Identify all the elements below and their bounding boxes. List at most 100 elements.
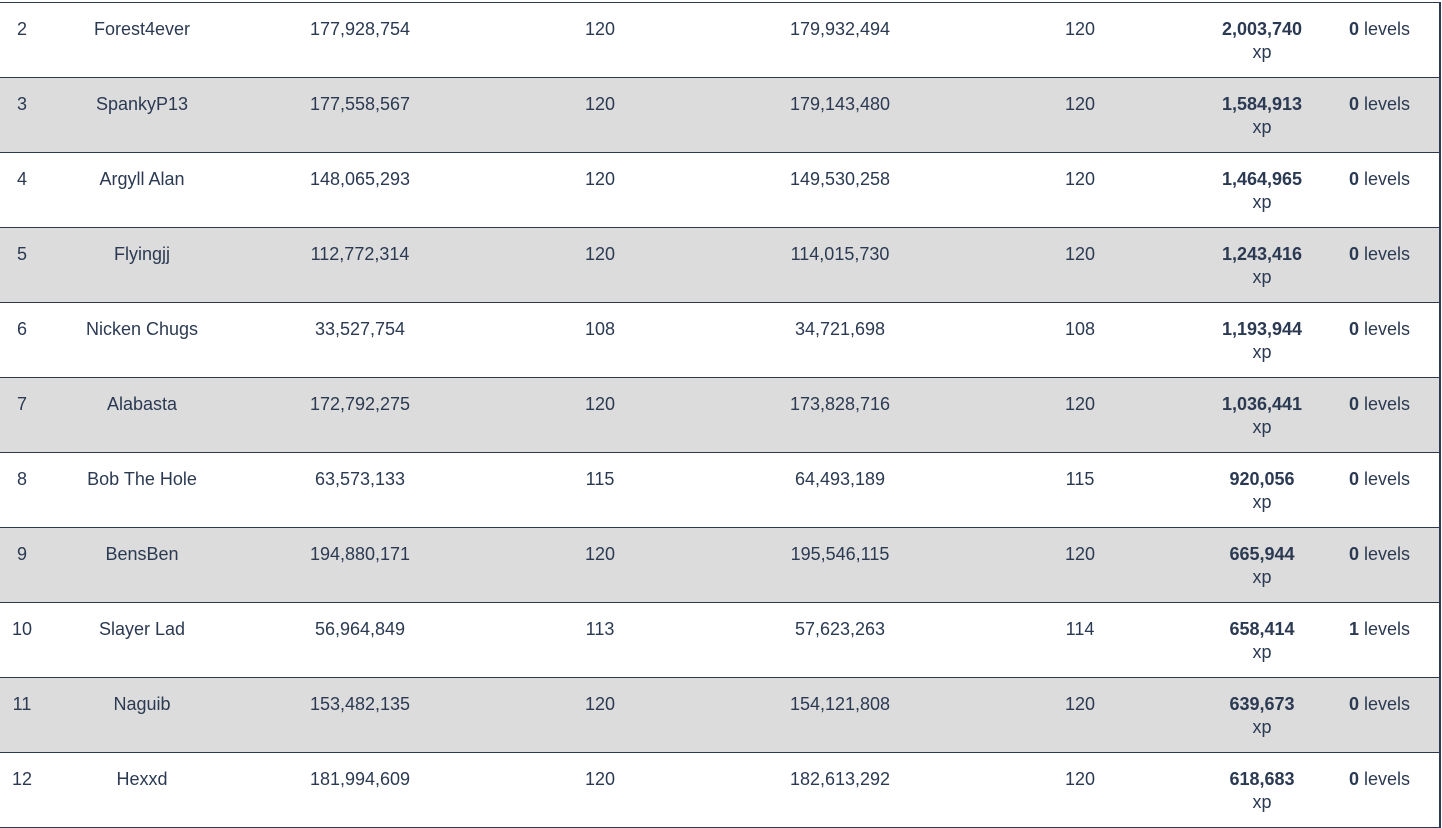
start-xp: 172,792,275 — [240, 377, 480, 453]
xp-gained: 665,944 xp — [1200, 527, 1320, 603]
table-row: 6 Nicken Chugs 33,527,754 108 34,721,698… — [0, 302, 1440, 378]
end-xp: 195,546,115 — [720, 527, 960, 603]
xp-gained: 658,414 xp — [1200, 602, 1320, 678]
start-level: 120 — [480, 527, 720, 603]
end-level: 108 — [960, 302, 1200, 378]
end-level: 120 — [960, 677, 1200, 753]
start-level: 120 — [480, 377, 720, 453]
end-xp: 179,143,480 — [720, 77, 960, 153]
end-level: 120 — [960, 227, 1200, 303]
player-name[interactable]: Nicken Chugs — [44, 302, 240, 378]
player-name[interactable]: Flyingjj — [44, 227, 240, 303]
xp-gained-value: 1,193,944 — [1221, 319, 1303, 339]
levels-gained: 0 levels — [1320, 752, 1440, 828]
start-level: 113 — [480, 602, 720, 678]
player-name[interactable]: BensBen — [44, 527, 240, 603]
levels-gained: 0 levels — [1320, 302, 1440, 378]
levels-gained-value: 0 — [1348, 394, 1359, 414]
xp-gained: 920,056 xp — [1200, 452, 1320, 528]
end-xp: 149,530,258 — [720, 152, 960, 228]
rank: 11 — [0, 677, 44, 753]
rank: 12 — [0, 752, 44, 828]
levels-gained-value: 0 — [1348, 469, 1359, 489]
levels-unit: levels — [1364, 319, 1411, 339]
levels-gained: 0 levels — [1320, 77, 1440, 153]
player-name[interactable]: SpankyP13 — [44, 77, 240, 153]
table-row: 9 BensBen 194,880,171 120 195,546,115 12… — [0, 527, 1440, 603]
rank: 7 — [0, 377, 44, 453]
rank: 6 — [0, 302, 44, 378]
rank: 2 — [0, 2, 44, 78]
levels-gained: 0 levels — [1320, 377, 1440, 453]
xp-unit: xp — [1252, 117, 1272, 137]
table-row: 11 Naguib 153,482,135 120 154,121,808 12… — [0, 677, 1440, 753]
player-name[interactable]: Argyll Alan — [44, 152, 240, 228]
rank: 10 — [0, 602, 44, 678]
xp-gained: 639,673 xp — [1200, 677, 1320, 753]
start-xp: 177,928,754 — [240, 2, 480, 78]
rank: 5 — [0, 227, 44, 303]
xp-gained: 1,036,441 xp — [1200, 377, 1320, 453]
xp-unit: xp — [1252, 42, 1272, 62]
end-level: 120 — [960, 2, 1200, 78]
end-level: 115 — [960, 452, 1200, 528]
xp-gained-value: 2,003,740 — [1221, 19, 1303, 39]
end-level: 120 — [960, 527, 1200, 603]
xp-unit: xp — [1252, 342, 1272, 362]
start-xp: 56,964,849 — [240, 602, 480, 678]
player-name[interactable]: Forest4ever — [44, 2, 240, 78]
table-row: 8 Bob The Hole 63,573,133 115 64,493,189… — [0, 452, 1440, 528]
xp-gained: 618,683 xp — [1200, 752, 1320, 828]
rank: 3 — [0, 77, 44, 153]
start-xp: 181,994,609 — [240, 752, 480, 828]
levels-gained-value: 0 — [1348, 769, 1359, 789]
levels-unit: levels — [1364, 19, 1411, 39]
end-xp: 179,932,494 — [720, 2, 960, 78]
player-name[interactable]: Alabasta — [44, 377, 240, 453]
levels-gained: 0 levels — [1320, 527, 1440, 603]
xp-gained-value: 1,584,913 — [1221, 94, 1303, 114]
xp-gained-value: 920,056 — [1229, 469, 1295, 489]
levels-gained-value: 0 — [1348, 694, 1359, 714]
end-xp: 154,121,808 — [720, 677, 960, 753]
table-row: 4 Argyll Alan 148,065,293 120 149,530,25… — [0, 152, 1440, 228]
end-level: 120 — [960, 77, 1200, 153]
end-xp: 182,613,292 — [720, 752, 960, 828]
end-level: 120 — [960, 752, 1200, 828]
levels-unit: levels — [1364, 469, 1411, 489]
xp-gained-value: 665,944 — [1229, 544, 1295, 564]
levels-gained-value: 0 — [1348, 544, 1359, 564]
player-name[interactable]: Bob The Hole — [44, 452, 240, 528]
rank: 9 — [0, 527, 44, 603]
end-level: 114 — [960, 602, 1200, 678]
xp-unit: xp — [1252, 792, 1272, 812]
levels-gained-value: 0 — [1348, 94, 1359, 114]
start-level: 108 — [480, 302, 720, 378]
end-xp: 57,623,263 — [720, 602, 960, 678]
player-name[interactable]: Hexxd — [44, 752, 240, 828]
start-level: 120 — [480, 152, 720, 228]
start-level: 120 — [480, 227, 720, 303]
end-xp: 64,493,189 — [720, 452, 960, 528]
xp-gained: 2,003,740 xp — [1200, 2, 1320, 78]
xp-unit: xp — [1252, 192, 1272, 212]
levels-gained-value: 0 — [1348, 169, 1359, 189]
start-xp: 153,482,135 — [240, 677, 480, 753]
xp-gained: 1,243,416 xp — [1200, 227, 1320, 303]
start-xp: 177,558,567 — [240, 77, 480, 153]
levels-unit: levels — [1364, 694, 1411, 714]
xp-unit: xp — [1252, 642, 1272, 662]
xp-unit: xp — [1252, 267, 1272, 287]
end-xp: 173,828,716 — [720, 377, 960, 453]
player-name[interactable]: Slayer Lad — [44, 602, 240, 678]
xp-gained-value: 658,414 — [1229, 619, 1295, 639]
levels-unit: levels — [1364, 94, 1411, 114]
levels-gained-value: 0 — [1348, 19, 1359, 39]
player-name[interactable]: Naguib — [44, 677, 240, 753]
xp-gained: 1,193,944 xp — [1200, 302, 1320, 378]
xp-gained-value: 618,683 — [1229, 769, 1295, 789]
table-row: 5 Flyingjj 112,772,314 120 114,015,730 1… — [0, 227, 1440, 303]
start-xp: 33,527,754 — [240, 302, 480, 378]
xp-gained-value: 639,673 — [1229, 694, 1295, 714]
end-xp: 114,015,730 — [720, 227, 960, 303]
